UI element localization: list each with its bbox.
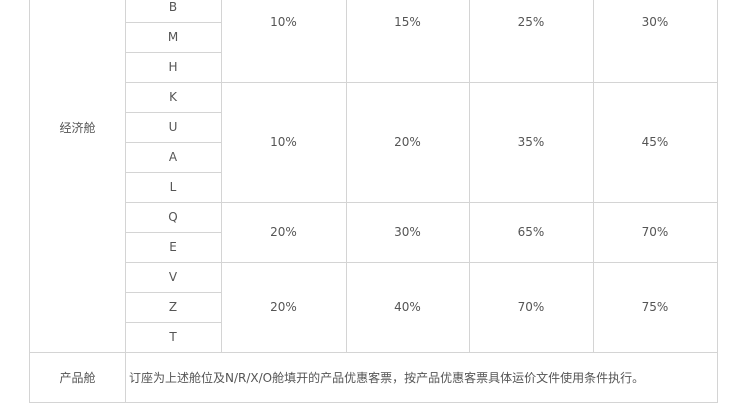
discount-cell: 30% (593, 0, 718, 83)
class-cell: A (125, 142, 222, 173)
discount-cell: 10% (221, 82, 347, 203)
class-cell: U (125, 112, 222, 143)
discount-cell: 40% (346, 262, 470, 353)
class-cell: H (125, 52, 222, 83)
discount-cell: 30% (346, 202, 470, 263)
discount-cell: 25% (469, 0, 594, 83)
discount-cell: 20% (221, 262, 347, 353)
discount-cell: 35% (469, 82, 594, 203)
product-text: 订座为上述舱位及N/R/X/O舱填开的产品优惠客票，按产品优惠客票具体运价文件使… (125, 352, 718, 403)
class-cell: V (125, 262, 222, 293)
class-cell: L (125, 172, 222, 203)
class-cell: B (125, 0, 222, 23)
discount-cell: 45% (593, 82, 718, 203)
class-cell: E (125, 232, 222, 263)
discount-cell: 20% (346, 82, 470, 203)
class-cell: T (125, 322, 222, 353)
discount-cell: 65% (469, 202, 594, 263)
class-cell: K (125, 82, 222, 113)
discount-cell: 70% (593, 202, 718, 263)
class-cell: Q (125, 202, 222, 233)
product-label: 产品舱 (29, 352, 126, 403)
discount-cell: 75% (593, 262, 718, 353)
discount-cell: 20% (221, 202, 347, 263)
class-cell: Z (125, 292, 222, 323)
discount-cell: 15% (346, 0, 470, 83)
class-cell: M (125, 22, 222, 53)
economy-label: 经济舱 (29, 0, 126, 353)
discount-cell: 70% (469, 262, 594, 353)
discount-cell: 10% (221, 0, 347, 83)
